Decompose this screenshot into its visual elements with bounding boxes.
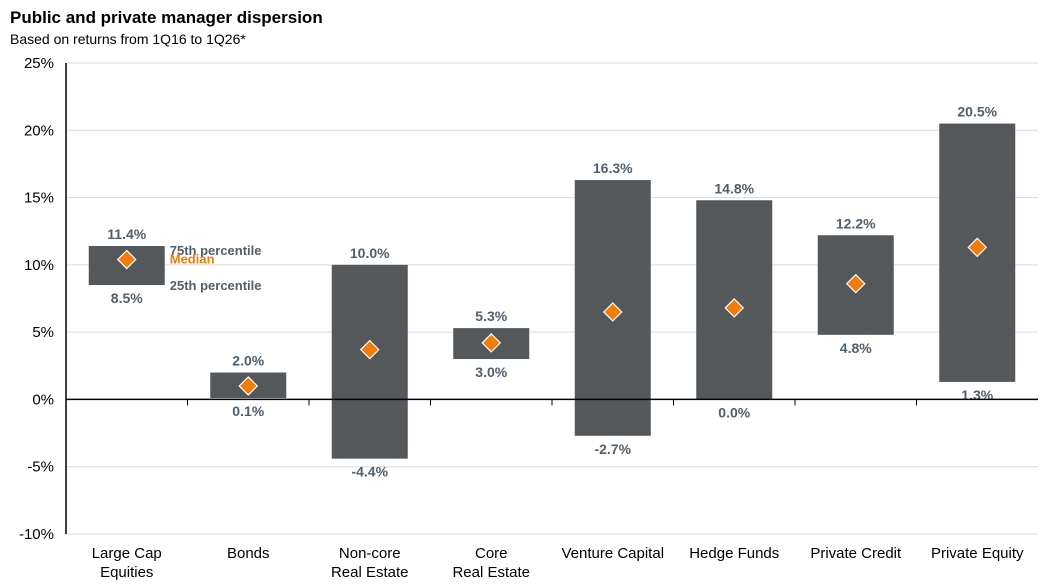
median-marker <box>724 298 745 318</box>
y-tick-label: 5% <box>32 324 54 341</box>
legend-25th-percentile: 25th percentile <box>170 278 262 293</box>
category-label: Private Credit <box>810 545 902 562</box>
median-marker <box>116 249 137 270</box>
top-value-label: 14.8% <box>714 180 754 196</box>
top-value-label: 11.4% <box>107 226 146 242</box>
category-label: Non-core <box>339 545 401 562</box>
y-tick-label: 0% <box>32 391 54 408</box>
top-value-label: 16.3% <box>593 160 633 176</box>
bottom-value-label: 0.0% <box>718 404 750 420</box>
median-marker <box>967 237 988 258</box>
category-label: Large Cap <box>92 545 162 562</box>
top-value-label: 10.0% <box>350 245 390 261</box>
legend-median: Median <box>170 251 215 266</box>
median-marker <box>238 376 259 396</box>
category-label: Core <box>475 545 508 562</box>
y-tick-label: -5% <box>27 459 54 476</box>
y-tick-label: 20% <box>24 122 54 139</box>
bottom-value-label: 1.3% <box>961 387 993 403</box>
y-tick-label: -10% <box>19 526 54 543</box>
category-label: Hedge Funds <box>689 545 779 562</box>
category-label: Bonds <box>227 545 270 562</box>
top-value-label: 12.2% <box>836 215 876 231</box>
bottom-value-label: -2.7% <box>594 441 631 457</box>
category-label: Real Estate <box>452 564 530 581</box>
top-value-label: 20.5% <box>957 104 997 120</box>
y-tick-label: 15% <box>24 190 54 207</box>
category-label: Private Equity <box>931 545 1024 562</box>
y-tick-label: 25% <box>24 55 54 72</box>
chart-title: Public and private manager dispersion <box>10 8 323 27</box>
median-marker <box>602 302 623 322</box>
median-marker <box>481 333 502 353</box>
bottom-value-label: 8.5% <box>111 290 143 306</box>
category-label: Venture Capital <box>561 545 664 562</box>
legend-75th-percentile: 75th percentile <box>170 243 262 258</box>
y-tick-label: 10% <box>24 257 54 274</box>
bottom-value-label: -4.4% <box>351 464 388 480</box>
bottom-value-label: 3.0% <box>475 364 507 380</box>
bottom-value-label: 0.1% <box>232 403 264 419</box>
top-value-label: 5.3% <box>475 308 507 324</box>
bottom-value-label: 4.8% <box>840 340 872 356</box>
median-marker <box>359 339 380 360</box>
chart-subtitle: Based on returns from 1Q16 to 1Q26* <box>10 31 246 47</box>
median-marker <box>845 273 866 294</box>
range-bar <box>331 264 408 459</box>
category-label: Real Estate <box>331 564 409 581</box>
top-value-label: 2.0% <box>232 353 264 369</box>
category-label: Equities <box>100 564 153 581</box>
